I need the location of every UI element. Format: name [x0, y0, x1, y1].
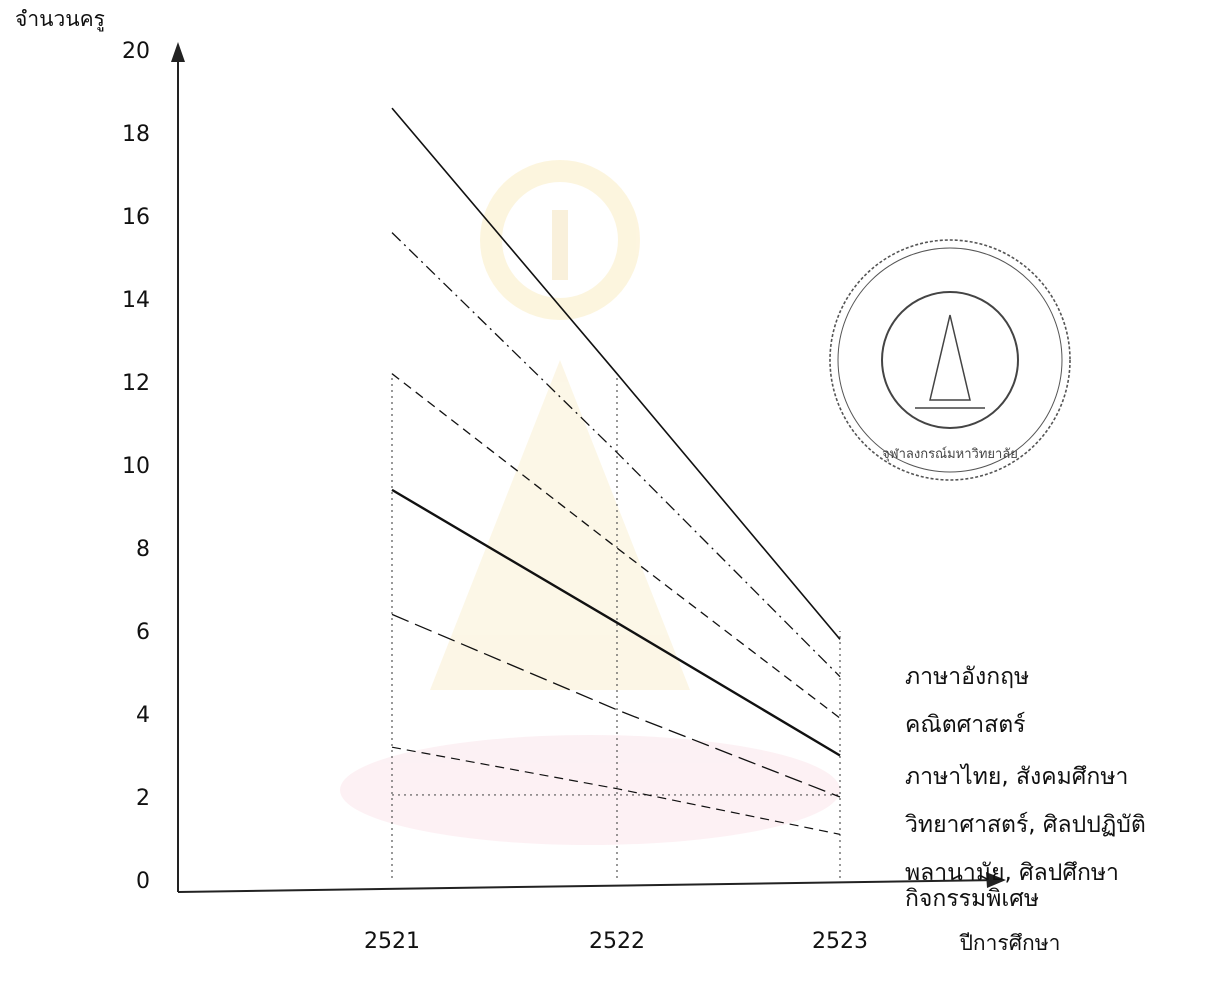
y-tick-label: 0: [136, 869, 150, 894]
x-tick-label: 2523: [812, 929, 868, 954]
series-line: [391, 488, 841, 757]
legend-entry: วิทยาศาสตร์, ศิลปปฏิบัติ: [905, 811, 1146, 838]
x-axis-title: ปีการศึกษา: [959, 931, 1061, 955]
x-tick-label: 2521: [364, 929, 420, 954]
x-tick-label: 2522: [589, 929, 645, 954]
y-tick-label: 14: [122, 288, 150, 313]
series-line: [391, 613, 841, 798]
series-line: [391, 107, 841, 640]
y-tick-label: 12: [122, 371, 150, 396]
watermark-emblem: [340, 160, 840, 845]
vertical-guides: [391, 373, 841, 878]
y-tick-label: 10: [122, 454, 150, 479]
series-line: [391, 232, 841, 678]
x-axis-arrow: [986, 872, 1006, 888]
legend-entry: ภาษาอังกฤษ: [905, 664, 1029, 690]
series-lines: [391, 107, 841, 835]
legend-entry: พลานามัย, ศิลปศึกษา: [905, 860, 1119, 886]
y-axis-title: จำนวนครู: [15, 7, 105, 32]
y-tick-label: 20: [122, 39, 150, 64]
legend-entry: คณิตศาสตร์: [905, 711, 1026, 738]
y-tick-label: 4: [136, 703, 150, 728]
y-tick-label: 18: [122, 122, 150, 147]
legend-entry: กิจกรรมพิเศษ: [905, 886, 1039, 912]
y-tick-labels: 0 2 4 6 8 10 12 14 16 18 20: [122, 39, 150, 894]
y-axis-arrow: [171, 42, 185, 62]
y-tick-label: 6: [136, 620, 150, 645]
y-tick-label: 2: [136, 786, 150, 811]
series-line: [391, 746, 841, 835]
x-tick-labels: 2521 2522 2523: [364, 929, 868, 954]
series-line: [391, 373, 841, 719]
y-tick-label: 8: [136, 537, 150, 562]
legend-entry: ภาษาไทย, สังคมศึกษา: [905, 763, 1128, 790]
y-tick-label: 16: [122, 205, 150, 230]
x-axis: [177, 879, 1001, 893]
university-seal: จุฬาลงกรณ์มหาวิทยาลัย: [829, 239, 1071, 481]
seal-lettering: จุฬาลงกรณ์มหาวิทยาลัย: [882, 446, 1018, 462]
